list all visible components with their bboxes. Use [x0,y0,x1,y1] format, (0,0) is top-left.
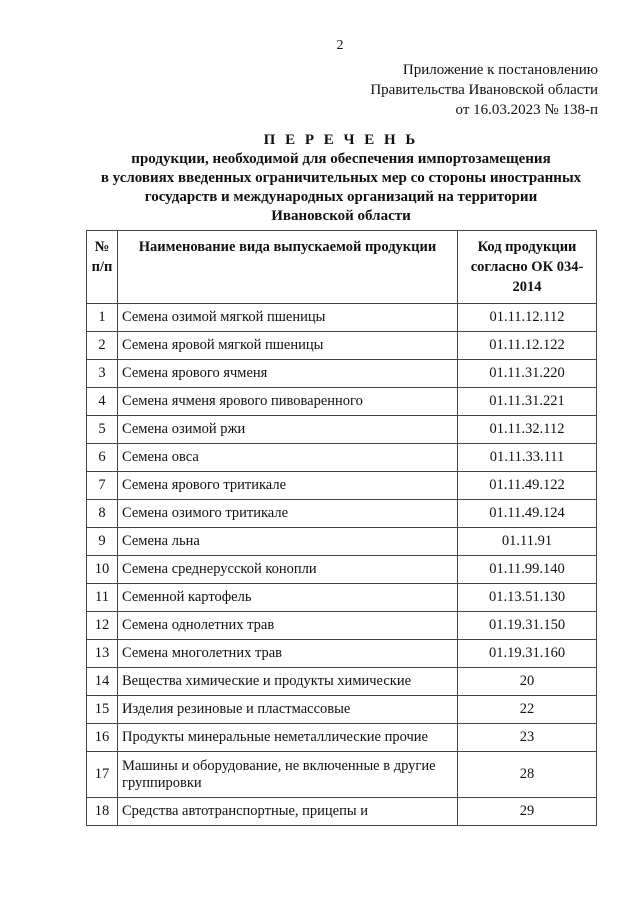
product-code: 01.11.12.112 [457,303,597,332]
row-number: 16 [86,723,118,752]
table-row: 10 Семена среднерусской конопли 01.11.99.1… [86,555,597,584]
row-number: 4 [86,387,118,416]
product-name: Семена ярового ячменя [117,359,458,388]
product-name: Семена яровой мягкой пшеницы [117,331,458,360]
product-name: Семенной картофель [117,583,458,612]
title-line: государств и международных организаций н… [144,189,538,205]
product-name: Семена ярового тритикале [117,471,458,500]
product-name: Семена озимой ржи [117,415,458,444]
product-name: Продукты минеральные неметаллические про… [117,723,458,752]
table-row: 2 Семена яровой мягкой пшеницы 01.11.12.12… [86,331,597,360]
product-code: 20 [457,667,597,696]
table-header-row: № п/п Наименование вида выпускаемой прод… [86,230,597,304]
product-code: 29 [457,797,597,826]
product-name: Вещества химические и продукты химически… [117,667,458,696]
row-number: 17 [86,751,118,798]
table-row: 18 Средства автотранспортные, прицепы и 29 [86,797,597,826]
product-name: Семена овса [117,443,458,472]
product-name: Семена однолетних трав [117,611,458,640]
table-row: 6 Семена овса 01.11.33.111 [86,443,597,472]
row-number: 18 [86,797,118,826]
page-number: 2 [336,38,344,53]
table-row: 16 Продукты минеральные неметаллические п… [86,723,597,752]
product-code: 01.19.31.160 [457,639,597,668]
appendix-line: Приложение к постановлению [402,62,598,78]
table-row: 1 Семена озимой мягкой пшеницы 01.11.12.11… [86,303,597,332]
table-row: 12 Семена однолетних трав 01.19.31.150 [86,611,597,640]
product-name: Машины и оборудование, не включенные в д… [117,751,458,798]
table-row: 8 Семена озимого тритикале 01.11.49.124 [86,499,597,528]
table-row: 15 Изделия резиновые и пластмассовые 22 [86,695,597,724]
table-row: 4 Семена ячменя ярового пивоваренного 01.1… [86,387,597,416]
product-code: 23 [457,723,597,752]
table-row: 17 Машины и оборудование, не включенные в… [86,751,597,798]
product-code: 01.11.99.140 [457,555,597,584]
row-number: 13 [86,639,118,668]
document-title: П Е Р Е Ч Е Н Ь продукции, необходимой д… [86,131,596,226]
row-number: 12 [86,611,118,640]
header-num: № п/п [86,230,118,304]
title-heading: П Е Р Е Ч Е Н Ь [263,132,419,148]
row-number: 10 [86,555,118,584]
product-code: 01.13.51.130 [457,583,597,612]
table-row: 14 Вещества химические и продукты химичес… [86,667,597,696]
row-number: 15 [86,695,118,724]
product-name: Семена озимой мягкой пшеницы [117,303,458,332]
product-code: 01.11.49.122 [457,471,597,500]
product-code: 01.11.33.111 [457,443,597,472]
product-code: 01.11.12.122 [457,331,597,360]
appendix-line: Правительства Ивановской области [370,82,598,98]
title-line: продукции, необходимой для обеспечения и… [131,151,551,167]
table-row: 7 Семена ярового тритикале 01.11.49.122 [86,471,597,500]
product-name: Семена ячменя ярового пивоваренного [117,387,458,416]
header-code: Код продукции согласно ОК 034-2014 [457,230,597,304]
title-line: в условиях введенных ограничительных мер… [100,170,582,186]
row-number: 6 [86,443,118,472]
product-code: 28 [457,751,597,798]
product-name: Семена озимого тритикале [117,499,458,528]
product-name: Семена многолетних трав [117,639,458,668]
product-code: 22 [457,695,597,724]
row-number: 8 [86,499,118,528]
row-number: 1 [86,303,118,332]
row-number: 9 [86,527,118,556]
row-number: 5 [86,415,118,444]
product-code: 01.11.49.124 [457,499,597,528]
appendix-note: Приложение к постановлению Правительства… [370,60,598,120]
product-code: 01.11.32.112 [457,415,597,444]
title-line: Ивановской области [271,208,411,224]
product-name: Средства автотранспортные, прицепы и [117,797,458,826]
row-number: 7 [86,471,118,500]
table-row: 3 Семена ярового ячменя 01.11.31.220 [86,359,597,388]
row-number: 14 [86,667,118,696]
product-name: Семена среднерусской конопли [117,555,458,584]
product-code: 01.11.91 [457,527,597,556]
row-number: 2 [86,331,118,360]
product-name: Семена льна [117,527,458,556]
product-name: Изделия резиновые и пластмассовые [117,695,458,724]
row-number: 3 [86,359,118,388]
product-code: 01.19.31.150 [457,611,597,640]
product-code: 01.11.31.221 [457,387,597,416]
products-table: № п/п Наименование вида выпускаемой прод… [86,230,597,826]
appendix-line: от 16.03.2023 № 138-п [455,102,598,118]
table-row: 9 Семена льна 01.11.91 [86,527,597,556]
row-number: 11 [86,583,118,612]
table-row: 11 Семенной картофель 01.13.51.130 [86,583,597,612]
table-row: 5 Семена озимой ржи 01.11.32.112 [86,415,597,444]
product-code: 01.11.31.220 [457,359,597,388]
header-name: Наименование вида выпускаемой продукции [117,230,458,304]
table-row: 13 Семена многолетних трав 01.19.31.160 [86,639,597,668]
